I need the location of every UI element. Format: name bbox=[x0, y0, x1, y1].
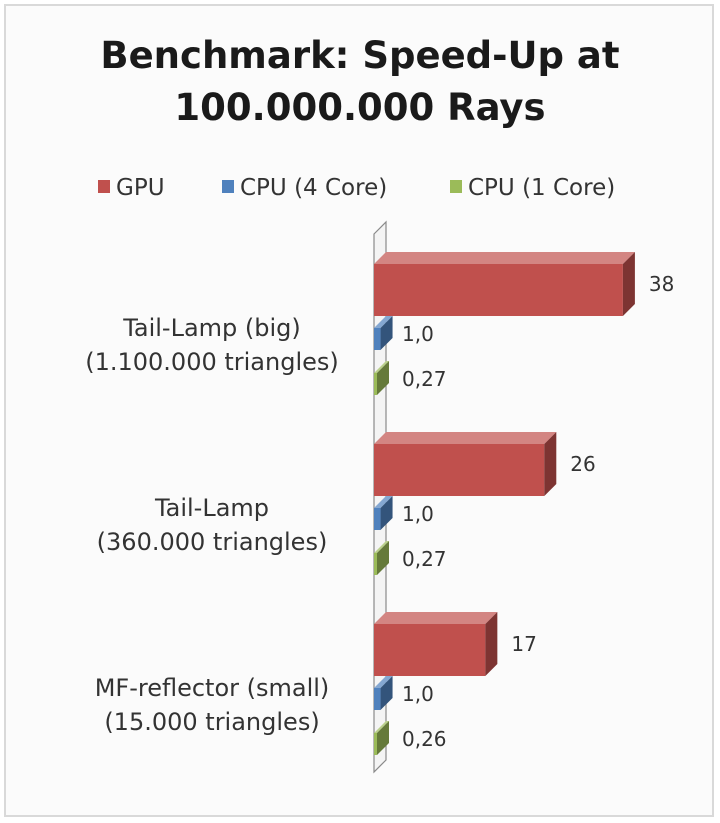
bar-top bbox=[374, 496, 393, 508]
data-label: 0,27 bbox=[402, 547, 447, 571]
bar bbox=[374, 361, 389, 395]
bar-front bbox=[374, 553, 377, 575]
bar bbox=[374, 612, 498, 676]
bar-side bbox=[485, 612, 498, 676]
bar-side bbox=[377, 541, 389, 575]
bar-top bbox=[374, 316, 393, 328]
bar bbox=[374, 252, 635, 316]
category-label-line: (360.000 triangles) bbox=[97, 528, 328, 556]
bar-front bbox=[374, 688, 381, 710]
data-label: 38 bbox=[649, 272, 674, 296]
data-label: 1,0 bbox=[402, 502, 434, 526]
category-label-line: Tail-Lamp (big) bbox=[122, 314, 301, 342]
bar-top bbox=[374, 432, 557, 444]
bar-side bbox=[377, 721, 389, 755]
chart-frame bbox=[4, 4, 714, 817]
bar-top bbox=[374, 541, 389, 553]
bar-side bbox=[380, 316, 393, 350]
bar-side bbox=[380, 676, 393, 710]
legend-item: CPU (4 Core) bbox=[222, 175, 387, 201]
bar-top bbox=[374, 612, 498, 624]
category-label-line: Tail-Lamp bbox=[154, 494, 269, 522]
bar-front bbox=[374, 444, 545, 496]
category-label: Tail-Lamp (360.000 triangles) bbox=[97, 494, 328, 556]
legend: GPU CPU (4 Core) CPU (1 Core) bbox=[98, 175, 615, 201]
data-label: 0,27 bbox=[402, 367, 447, 391]
data-label: 1,0 bbox=[402, 682, 434, 706]
legend-swatch bbox=[450, 180, 462, 193]
legend-item: GPU bbox=[98, 175, 165, 201]
bar-top bbox=[374, 721, 389, 733]
bar-front bbox=[374, 328, 381, 350]
legend-swatch bbox=[222, 180, 234, 193]
data-label: 17 bbox=[511, 632, 536, 656]
legend-label: CPU (4 Core) bbox=[240, 175, 387, 201]
bar-top bbox=[374, 676, 393, 688]
bar-top bbox=[374, 361, 389, 373]
bar bbox=[374, 432, 557, 496]
bar bbox=[374, 316, 393, 350]
bar-top bbox=[374, 252, 635, 264]
data-label: 0,26 bbox=[402, 727, 447, 751]
category-label-line: (1.100.000 triangles) bbox=[85, 348, 339, 376]
data-label: 1,0 bbox=[402, 322, 434, 346]
bar-front bbox=[374, 733, 377, 755]
bar bbox=[374, 541, 389, 575]
bar-front bbox=[374, 264, 623, 316]
legend-label: CPU (1 Core) bbox=[468, 175, 615, 201]
category-label-line: (15.000 triangles) bbox=[104, 708, 319, 736]
bar bbox=[374, 676, 393, 710]
bar-side bbox=[380, 496, 393, 530]
bar-side bbox=[377, 361, 389, 395]
bar bbox=[374, 496, 393, 530]
chart-title-line: Benchmark: Speed-Up at bbox=[100, 34, 619, 77]
chart-title: Benchmark: Speed-Up at 100.000.000 Rays bbox=[100, 34, 619, 129]
bar-front bbox=[374, 508, 381, 530]
bar-front bbox=[374, 624, 486, 676]
legend-swatch bbox=[98, 180, 110, 193]
chart-title-line: 100.000.000 Rays bbox=[174, 86, 545, 129]
bar-side bbox=[622, 252, 635, 316]
legend-item: CPU (1 Core) bbox=[450, 175, 615, 201]
category-label: Tail-Lamp (big) (1.100.000 triangles) bbox=[85, 314, 339, 376]
legend-label: GPU bbox=[116, 175, 165, 201]
data-label: 26 bbox=[570, 452, 595, 476]
category-label-line: MF-reflector (small) bbox=[95, 674, 330, 702]
bar-side bbox=[544, 432, 557, 496]
bar bbox=[374, 721, 389, 755]
bar-front bbox=[374, 373, 377, 395]
category-label: MF-reflector (small) (15.000 triangles) bbox=[95, 674, 330, 736]
